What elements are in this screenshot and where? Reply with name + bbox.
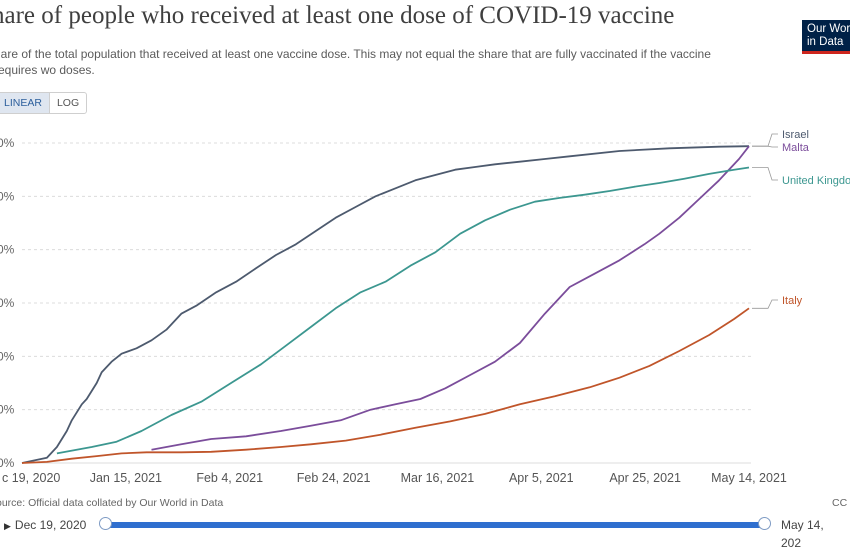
series-line-malta [151, 145, 750, 451]
y-tick-label: 0% [0, 136, 15, 150]
series-line-israel [21, 145, 750, 464]
y-tick-label: 0% [0, 456, 15, 470]
timeline-track[interactable] [106, 522, 764, 528]
series-end-label: Malta [782, 142, 810, 154]
series-line-united-kingdom [56, 166, 750, 455]
timeline-start-label[interactable]: ▶ Dec 19, 2020 [0, 516, 91, 534]
timeline-end-handle[interactable] [758, 517, 771, 530]
y-tick-label: 0% [0, 349, 15, 363]
x-tick-label: Jan 15, 2021 [90, 471, 162, 485]
x-tick-label: May 14, 2021 [711, 471, 787, 485]
timeline-start-handle[interactable] [99, 517, 112, 530]
x-tick-label: Apr 25, 2021 [609, 471, 681, 485]
series-connector [752, 145, 778, 148]
series-end-label: Italy [782, 295, 803, 307]
line-chart: 0%0%0%0%0%0%0%c 19, 2020 Jan 15, 2021 Feb … [0, 129, 850, 485]
y-tick-label: 0% [0, 296, 15, 310]
source-note: ource: Official data collated by Our Wor… [0, 497, 224, 509]
chart-title: hare of people who received at least one… [0, 2, 675, 29]
y-tick-label: 0% [0, 189, 15, 203]
chart-subtitle: hare of the total population that receiv… [0, 47, 711, 77]
series-line-italy [21, 307, 750, 464]
scale-toggle: LINEAR LOG [0, 92, 88, 114]
license-link[interactable]: CC [832, 497, 848, 509]
series-connector [752, 299, 778, 309]
y-tick-label: 0% [0, 403, 15, 417]
logo-line-2: in Data [807, 36, 844, 48]
x-tick-label: c 19, 2020 [2, 471, 60, 485]
logo-line-1: Our Worl [807, 23, 850, 35]
series-connector [752, 133, 778, 147]
timeline-start-date: Dec 19, 2020 [14, 518, 87, 532]
x-tick-label: Mar 16, 2021 [401, 471, 475, 485]
series-end-label: United Kingdo [782, 175, 850, 187]
x-tick-label: Feb 24, 2021 [297, 471, 371, 485]
log-scale-button[interactable]: LOG [48, 93, 86, 113]
linear-scale-button[interactable]: LINEAR [0, 93, 49, 113]
x-tick-label: Apr 5, 2021 [509, 471, 574, 485]
play-icon[interactable]: ▶ [4, 521, 11, 531]
series-connector [752, 167, 778, 181]
y-tick-label: 0% [0, 243, 15, 257]
owid-logo[interactable]: Our Worl in Data [802, 20, 850, 54]
x-tick-label: Feb 4, 2021 [196, 471, 263, 485]
series-end-label: Israel [782, 129, 809, 141]
timeline-end-label[interactable]: May 14, 202 [777, 516, 850, 550]
